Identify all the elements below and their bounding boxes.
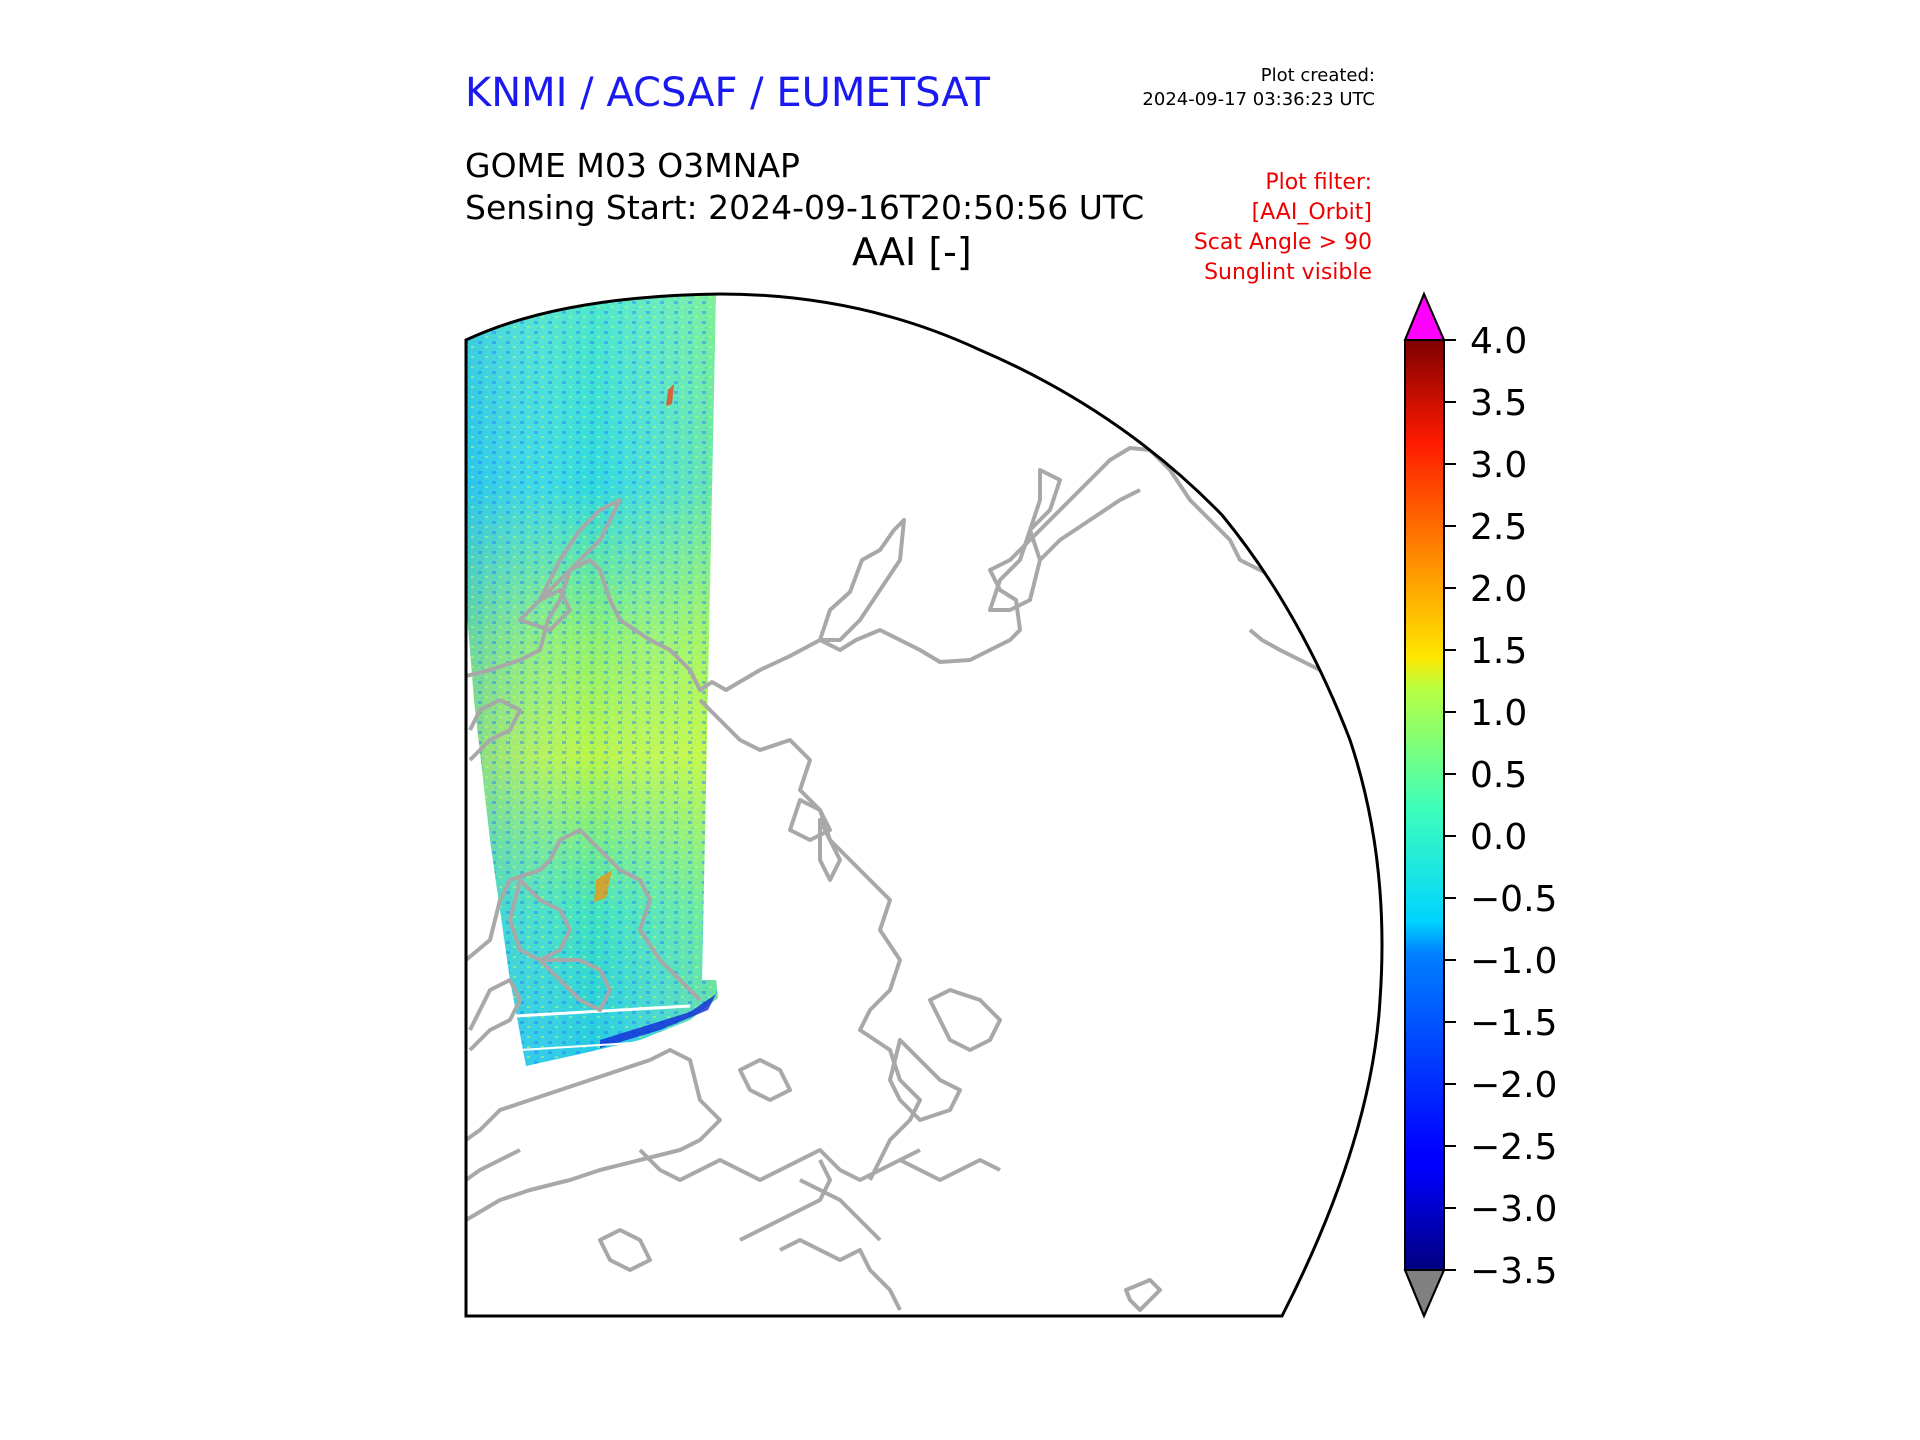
plot-created-label: Plot created: (1260, 65, 1375, 86)
colorbar-tick-label: −1.0 (1470, 941, 1557, 982)
coastlines (466, 446, 1332, 1312)
filter-line-4: Sunglint visible (1204, 260, 1372, 285)
colorbar-tick-label: 2.5 (1470, 507, 1527, 548)
filter-line-2: [AAI_Orbit] (1251, 200, 1372, 225)
colorbar-tick-label: −3.5 (1470, 1251, 1557, 1292)
colorbar-tick-label: 3.5 (1470, 383, 1527, 424)
colorbar-tick-label: −0.5 (1470, 879, 1557, 920)
colorbar-tick-label: −2.0 (1470, 1065, 1557, 1106)
brand-title: KNMI / ACSAF / EUMETSAT (465, 70, 990, 116)
sensing-start: Sensing Start: 2024-09-16T20:50:56 UTC (465, 188, 1145, 227)
plot-created: Plot created: 2024-09-17 03:36:23 UTC (1142, 64, 1375, 112)
variable-title: AAI [-] (852, 230, 972, 274)
colorbar-tick-label: 1.0 (1470, 693, 1527, 734)
colorbar-gradient (1405, 340, 1444, 1270)
colorbar-over-arrow (1403, 291, 1446, 341)
map-frame (464, 292, 1384, 1318)
colorbar-tick-label: −3.0 (1470, 1189, 1557, 1230)
filter-line-1: Plot filter: (1265, 170, 1372, 195)
colorbar-tick-label: 2.0 (1470, 569, 1527, 610)
colorbar-tick-label: 3.0 (1470, 445, 1527, 486)
plot-filter: Plot filter: [AAI_Orbit] Scat Angle > 90… (1194, 168, 1372, 288)
filter-line-3: Scat Angle > 90 (1193, 230, 1372, 255)
colorbar-ticks: 4.0 3.5 3.0 2.5 2.0 1.5 1.0 0.5 0.0 −0.5 −1.0 −1.5 −… (1444, 321, 1557, 1292)
colorbar-tick-label: 0.0 (1470, 817, 1527, 858)
colorbar-tick-label: −1.5 (1470, 1003, 1557, 1044)
product-name: GOME M03 O3MNAP (465, 146, 800, 185)
colorbar-tick-label: 1.5 (1470, 631, 1527, 672)
colorbar-tick-label: −2.5 (1470, 1127, 1557, 1168)
colorbar-tick-label: 0.5 (1470, 755, 1527, 796)
plot-created-time: 2024-09-17 03:36:23 UTC (1142, 89, 1375, 110)
colorbar-tick-label: 4.0 (1470, 321, 1527, 362)
colorbar-under-arrow (1403, 1269, 1446, 1319)
